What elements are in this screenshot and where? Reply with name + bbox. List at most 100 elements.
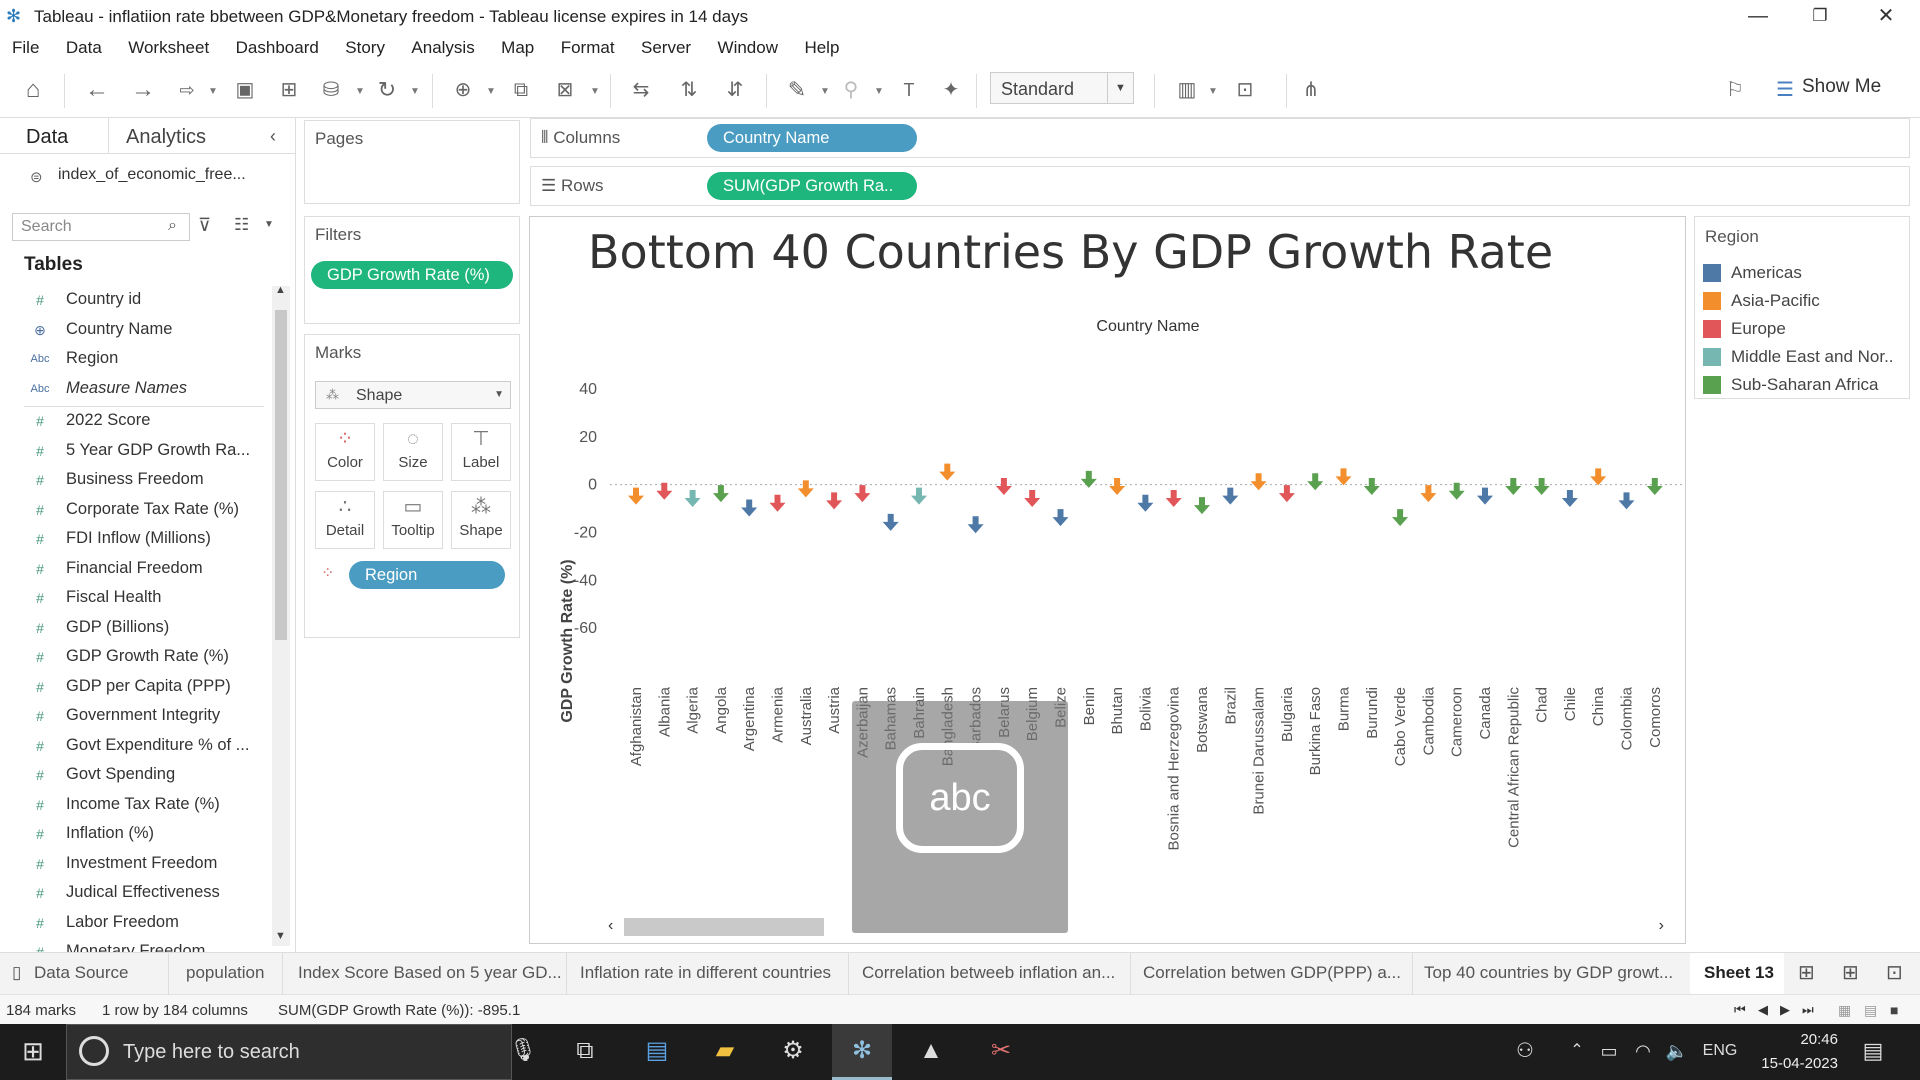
highlight-icon[interactable]: ✎ — [787, 77, 807, 102]
minimize-button[interactable]: — — [1748, 5, 1768, 27]
tab-index-score[interactable]: Index Score Based on 5 year GD... — [298, 963, 562, 982]
data-mark[interactable] — [1646, 478, 1663, 495]
windows-start-icon[interactable]: ⊞ — [22, 1036, 44, 1066]
fit-dropdown[interactable]: Standard ▼ — [990, 72, 1134, 104]
save-icon[interactable]: ▣ — [235, 79, 255, 101]
duplicate-sheet-icon[interactable]: ⧉ — [513, 79, 529, 101]
replay-dropdown-icon[interactable]: ▼ — [208, 86, 218, 97]
data-mark[interactable] — [1561, 489, 1578, 507]
scroll-up-icon[interactable]: ▲ — [275, 284, 286, 296]
refresh-dropdown-icon[interactable]: ▼ — [410, 86, 420, 97]
marks-shape-button[interactable]: ⁂ Shape — [451, 491, 511, 549]
home-icon[interactable]: ⌂ — [25, 76, 41, 103]
view-list-icon[interactable]: ☷ — [234, 215, 250, 234]
tab-analytics[interactable]: Analytics — [126, 126, 207, 148]
menu-window[interactable]: Window — [717, 38, 778, 57]
fix-axes-icon[interactable]: ✦ — [942, 79, 960, 101]
microphone-icon[interactable]: 🎙 — [509, 1037, 537, 1062]
scroll-down-icon[interactable]: ▼ — [275, 930, 286, 942]
data-mark[interactable] — [1307, 473, 1324, 491]
scroll-right-icon[interactable]: › — [1658, 917, 1664, 934]
tab-data[interactable]: Data — [26, 126, 69, 148]
field-item[interactable]: # Business Freedom — [0, 466, 270, 496]
h-scrollbar-thumb[interactable] — [624, 918, 824, 936]
data-mark[interactable] — [1222, 487, 1239, 505]
sheet-sorter-icon[interactable]: ▦ — [1838, 1002, 1852, 1018]
data-mark[interactable] — [1533, 478, 1550, 495]
filter-icon[interactable]: ⊽ — [198, 215, 212, 235]
volume-icon[interactable]: 🔈 — [1665, 1041, 1689, 1061]
data-mark[interactable] — [628, 487, 644, 505]
taskbar-search[interactable]: Type here to search 🎙 — [66, 1024, 537, 1080]
tableau-taskbar-icon[interactable]: ✻ — [851, 1037, 873, 1064]
first-page-icon[interactable]: ⏮ — [1734, 1002, 1746, 1017]
clock[interactable]: 20:46 15-04-2023 — [1758, 1028, 1838, 1076]
field-item[interactable]: # Country id — [0, 286, 270, 316]
data-mark[interactable] — [712, 485, 729, 503]
clear-dropdown-icon[interactable]: ▼ — [590, 86, 600, 97]
tab-population[interactable]: population — [186, 963, 265, 982]
data-mark[interactable] — [1420, 485, 1437, 503]
snipping-tool-icon[interactable]: ✂ — [990, 1037, 1012, 1064]
show-hidden-icons[interactable]: ⌃ — [1570, 1042, 1584, 1059]
data-mark[interactable] — [854, 485, 871, 503]
data-mark[interactable] — [1363, 478, 1380, 495]
data-mark[interactable] — [911, 487, 927, 505]
tab-top-40[interactable]: Top 40 countries by GDP growt... — [1424, 963, 1674, 982]
field-item[interactable]: Abc Region — [0, 345, 270, 375]
field-item[interactable]: # Govt Spending — [0, 761, 270, 791]
view-list-dropdown-icon[interactable]: ▼ — [264, 219, 274, 230]
restore-button[interactable]: ❐ — [1812, 6, 1828, 25]
marks-detail-button[interactable]: ∴ Detail — [315, 491, 375, 549]
show-mark-labels-icon[interactable]: T — [903, 80, 915, 100]
tabs-view-icon[interactable]: ■ — [1890, 1002, 1899, 1018]
field-item[interactable]: # Inflation (%) — [0, 820, 270, 850]
paint-format-icon[interactable]: ⚐ — [1726, 79, 1744, 101]
group-members-icon[interactable]: ⚲ — [843, 79, 859, 101]
field-item[interactable]: #2022 Score — [0, 407, 270, 437]
desktop-app-icon[interactable]: ▤ — [645, 1037, 669, 1064]
data-mark[interactable] — [1165, 489, 1182, 507]
marks-region-pill[interactable]: Region — [349, 561, 505, 589]
collapse-pane-icon[interactable]: ‹ — [270, 126, 276, 146]
menu-help[interactable]: Help — [804, 38, 840, 57]
data-mark[interactable] — [1477, 487, 1493, 505]
show-cards-dropdown-icon[interactable]: ▼ — [1208, 86, 1218, 97]
menu-server[interactable]: Server — [641, 38, 692, 57]
clear-sheet-icon[interactable]: ⊠ — [556, 79, 574, 101]
redo-icon[interactable]: → — [131, 76, 155, 103]
data-mark[interactable] — [995, 478, 1012, 495]
field-item[interactable]: # Government Integrity — [0, 702, 270, 732]
file-explorer-icon[interactable]: ▰ — [715, 1037, 735, 1064]
tab-correlation-inflation[interactable]: Correlation betweeb inflation an... — [862, 963, 1116, 982]
data-mark[interactable] — [1335, 468, 1352, 486]
filter-pill-gdp-growth[interactable]: GDP Growth Rate (%) — [311, 261, 513, 289]
data-mark[interactable] — [1052, 509, 1069, 527]
share-icon[interactable]: ⋔ — [1302, 79, 1320, 101]
data-mark[interactable] — [939, 463, 956, 481]
prev-page-icon[interactable]: ◀ — [1758, 1002, 1768, 1017]
menu-story[interactable]: Story — [345, 38, 385, 57]
field-item[interactable]: # Fiscal Health — [0, 584, 270, 614]
presentation-mode-icon[interactable]: ⊡ — [1236, 79, 1254, 101]
show-me-button[interactable]: Show Me — [1802, 76, 1882, 97]
close-button[interactable]: ✕ — [1877, 5, 1895, 27]
menu-file[interactable]: File — [12, 38, 40, 57]
data-mark[interactable] — [1080, 470, 1097, 488]
mark-type-dropdown[interactable]: ⁂ Shape ▼ — [315, 381, 511, 409]
tab-sheet-13[interactable]: Sheet 13 — [1704, 963, 1774, 982]
rows-pill[interactable]: SUM(GDP Growth Ra.. — [707, 172, 917, 200]
field-item[interactable]: # Corporate Tax Rate (%) — [0, 496, 270, 526]
data-mark[interactable] — [769, 494, 786, 512]
data-mark[interactable] — [1024, 489, 1041, 507]
field-item[interactable]: # Income Tax Rate (%) — [0, 791, 270, 821]
replay-icon[interactable]: ⇨ — [179, 80, 195, 100]
new-dashboard-tab-icon[interactable]: ⊞ — [1842, 962, 1859, 984]
field-item[interactable]: #5 Year GDP Growth Ra... — [0, 437, 270, 467]
menu-dashboard[interactable]: Dashboard — [235, 38, 319, 57]
data-mark[interactable] — [826, 492, 843, 510]
sort-descending-icon[interactable]: ⇵ — [726, 79, 744, 101]
field-item[interactable]: # GDP (Billions) — [0, 614, 270, 644]
pause-update-icon[interactable]: ⛁ — [322, 79, 340, 101]
task-view-icon[interactable]: ⧉ — [576, 1037, 594, 1064]
